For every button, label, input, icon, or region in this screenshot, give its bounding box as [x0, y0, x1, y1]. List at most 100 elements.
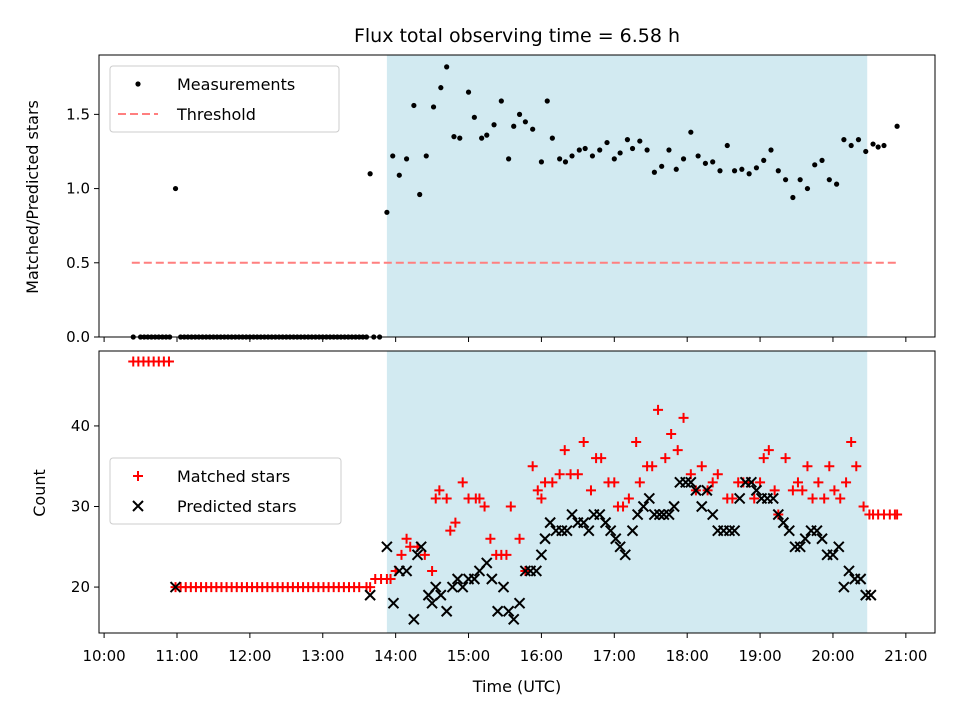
predicted-star-point	[750, 484, 763, 497]
predicted-star-point	[594, 508, 606, 521]
predicted-star-point	[497, 581, 510, 593]
predicted-star-point	[539, 533, 551, 545]
matched-star-point	[536, 493, 547, 504]
matched-star-point	[763, 445, 774, 456]
predicted-star-point	[663, 508, 675, 521]
predicted-star-point	[604, 524, 617, 537]
measurement-point	[576, 147, 582, 153]
y-tick-label: 1.0	[66, 180, 90, 198]
matched-star-point	[445, 525, 456, 536]
measurement-point	[172, 185, 179, 192]
matched-star-point	[727, 493, 738, 504]
matched-star-point	[653, 404, 664, 415]
measurement-point	[637, 138, 643, 144]
predicted-star-point	[415, 541, 427, 553]
x-tick-label: 19:00	[738, 647, 781, 665]
matched-star-point	[450, 517, 461, 528]
legend-label: Predicted stars	[177, 497, 297, 516]
measurement-point	[702, 160, 709, 166]
matched-star-point	[696, 461, 707, 472]
predicted-star-point	[723, 524, 736, 537]
measurement-point	[562, 159, 569, 165]
matched-star-point	[813, 477, 824, 488]
measurement-point	[863, 148, 869, 155]
x-tick-label: 15:00	[447, 647, 490, 665]
measurement-point	[855, 137, 862, 143]
legend-label: Threshold	[176, 105, 256, 124]
predicted-star-point	[614, 541, 626, 553]
measurement-point	[841, 137, 847, 143]
matched-star-point	[634, 477, 645, 488]
y-tick-label: 0.5	[66, 254, 90, 272]
predicted-star-point	[745, 476, 758, 489]
predicted-star-point	[513, 597, 526, 609]
y-tick-label: 1.5	[66, 105, 90, 123]
measurement-point	[731, 168, 738, 174]
measurement-point	[739, 166, 745, 172]
measurement-point	[589, 153, 596, 159]
matched-star-point	[858, 501, 869, 512]
measurement-point	[604, 139, 610, 146]
top-panel: 0.0 0.5 1.0 1.5 Measurements Threshold	[66, 54, 936, 346]
predicted-star-point	[772, 508, 785, 521]
x-tick-label: 12:00	[228, 647, 271, 665]
legend-label: Matched stars	[177, 467, 290, 486]
predicted-star-point	[364, 589, 376, 601]
predicted-star-point	[451, 573, 464, 585]
predicted-star-point	[387, 597, 400, 609]
matched-star-point	[851, 461, 862, 472]
measurement-point	[538, 159, 545, 165]
measurement-point	[804, 185, 811, 192]
matched-star-point	[479, 501, 490, 512]
measurement-point	[396, 172, 402, 178]
measurement-point	[680, 156, 687, 162]
measurement-point	[471, 114, 477, 120]
predicted-star-point	[838, 581, 850, 593]
predicted-star-point	[502, 605, 515, 617]
measurement-point	[870, 141, 876, 147]
predicted-star-point	[706, 508, 719, 521]
matched-star-point	[434, 485, 445, 496]
matched-star-point	[672, 445, 683, 456]
matched-star-point	[892, 509, 903, 520]
matched-star-point	[835, 493, 846, 504]
predicted-star-point	[685, 476, 697, 489]
measurement-point	[826, 177, 832, 183]
measurement-point	[530, 126, 536, 132]
matched-star-point	[797, 485, 808, 496]
matched-star-point	[163, 356, 174, 367]
predicted-star-point	[530, 565, 543, 577]
matched-star-point	[441, 493, 452, 504]
predicted-star-point	[799, 533, 811, 545]
matched-star-point	[505, 501, 516, 512]
measurement-point	[457, 135, 463, 141]
matched-star-point	[596, 453, 607, 464]
x-tick-label: 18:00	[666, 647, 709, 665]
predicted-star-point	[577, 516, 590, 529]
bottom-y-axis-label: Count	[30, 469, 49, 517]
matched-star-point	[802, 461, 813, 472]
measurement-point	[629, 145, 636, 152]
legend-predicted-swatch	[132, 500, 144, 512]
matched-star-point	[829, 485, 840, 496]
predicted-star-point	[658, 508, 670, 521]
measurement-point	[484, 132, 490, 138]
measurement-point	[403, 156, 410, 162]
matched-star-point	[385, 574, 396, 585]
x-tick-label: 11:00	[155, 647, 198, 665]
measurement-point	[651, 169, 657, 175]
x-tick-label: 10:00	[82, 647, 125, 665]
measurement-point	[390, 153, 396, 159]
observing-window-shade	[386, 351, 868, 633]
predicted-star-point	[637, 500, 650, 513]
measurement-point	[423, 153, 429, 159]
predicted-star-point	[789, 541, 801, 553]
matched-star-point	[578, 437, 589, 448]
predicted-star-point	[435, 589, 447, 601]
predicted-star-point	[400, 565, 413, 577]
predicted-star-point	[486, 573, 498, 585]
measurement-point	[384, 209, 390, 215]
chart-title: Flux total observing time = 6.58 h	[354, 25, 680, 47]
predicted-star-point	[169, 581, 182, 593]
predicted-star-point	[783, 524, 795, 537]
